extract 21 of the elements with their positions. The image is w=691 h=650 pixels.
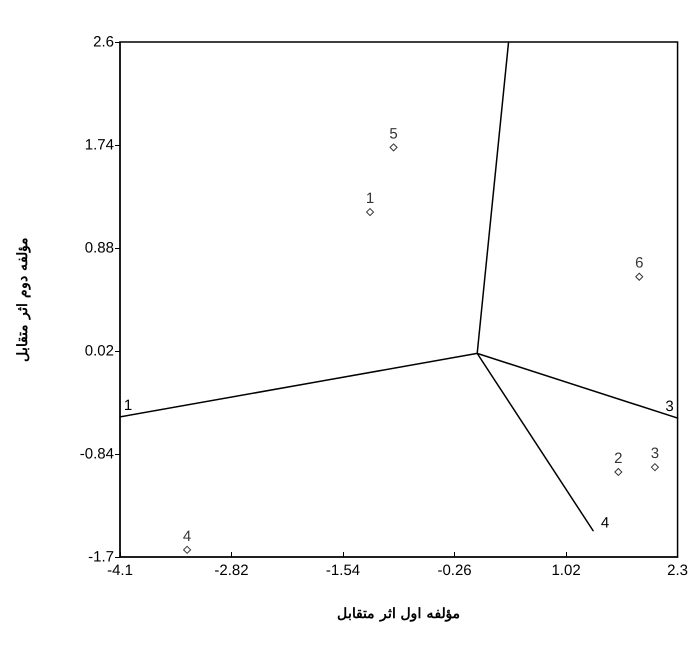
y-tick-label: -0.84 (80, 446, 114, 462)
series-label: 5 (389, 125, 398, 142)
y-axis-title: مؤلفه دوم اثر متقابل (15, 237, 31, 362)
series-label: 1 (124, 396, 132, 414)
y-tick-label: 1.74 (84, 136, 114, 154)
x-axis-title: مؤلفه اول اثر متقابل (336, 606, 461, 622)
x-tick-label: 1.02 (551, 562, 581, 579)
series-label: 4 (600, 514, 610, 532)
y-tick-label: 0.02 (84, 342, 114, 360)
x-tick-label: -0.26 (437, 562, 472, 579)
x-tick-label: -1.54 (326, 562, 360, 579)
series-label: 1 (366, 190, 374, 208)
y-tick-label: 0.88 (84, 240, 114, 256)
series-label: 3 (650, 445, 660, 462)
series-label: 6 (635, 254, 644, 272)
series-label: 4 (182, 528, 192, 545)
series-label: 3 (665, 398, 674, 416)
y-tick-label: 2.6 (93, 34, 114, 50)
series-label: 2 (614, 450, 623, 467)
x-tick-label: -2.82 (214, 562, 249, 579)
x-tick-label: 2.3 (667, 562, 688, 579)
